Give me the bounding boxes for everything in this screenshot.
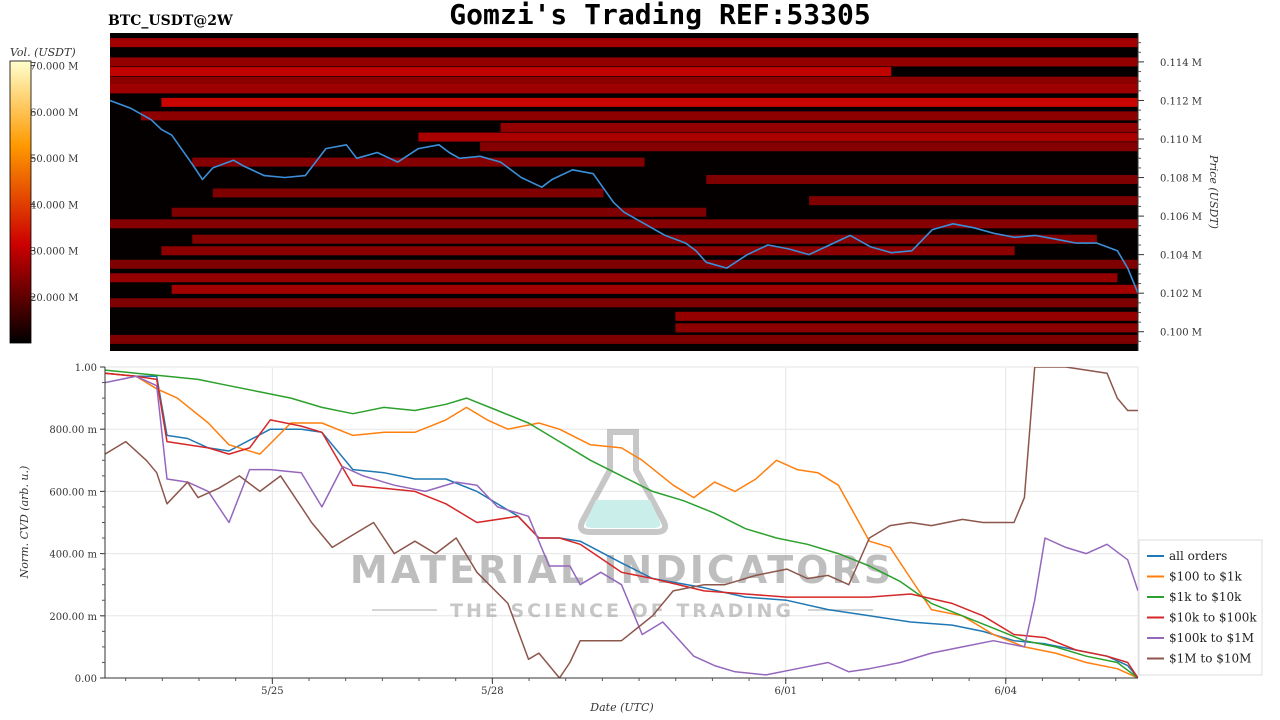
heatmap-band — [192, 157, 645, 167]
price-line-group — [110, 99, 1138, 294]
colorbar-tick-label: 30.000 M — [30, 247, 78, 258]
cvd-series-line — [105, 372, 1138, 678]
heatmap-band — [140, 111, 1138, 121]
legend-label: all orders — [1169, 549, 1227, 563]
legend-label: $100k to $1M — [1169, 631, 1254, 645]
price-tick-label: 0.110 M — [1160, 135, 1202, 146]
heatmap-band — [110, 298, 1138, 308]
cvd-x-tick-label: 6/01 — [775, 686, 797, 697]
price-tick-label: 0.100 M — [1160, 328, 1202, 339]
heatmap-band — [500, 122, 1138, 132]
price-tick-label: 0.104 M — [1160, 251, 1202, 262]
cvd-series-line — [105, 375, 1138, 676]
heatmap-band — [110, 76, 1138, 86]
cvd-series-group — [105, 367, 1138, 678]
colorbar-tick-label: 20.000 M — [30, 293, 78, 304]
colorbar-label: Vol. (USDT) — [10, 46, 76, 59]
heatmap-band — [171, 284, 1138, 294]
heatmap-band — [480, 142, 1138, 152]
heatmap-band — [110, 38, 1138, 48]
colorbar-ticks: 70.000 M 60.000 M 50.000 M 40.000 M 30.000 M… — [30, 62, 78, 304]
cvd-y-tick-label: 600.00 m — [49, 487, 97, 498]
heatmap-band — [110, 67, 892, 77]
cvd-y-ticks: 1.00 800.00 m 600.00 m 400.00 m 200.00 m 0.00 — [49, 363, 105, 685]
legend: all orders $100 to $1k $1k to $10k $10k to … — [1147, 549, 1257, 666]
cvd-y-tick-label: 200.00 m — [49, 612, 97, 623]
cvd-y-axis-label: Norm. CVD (arb. u.) — [18, 466, 31, 580]
heatmap-band — [171, 207, 707, 217]
price-tick-label: 0.102 M — [1160, 289, 1202, 300]
cvd-x-tick-label: 6/04 — [995, 686, 1017, 697]
heatmap-band — [809, 196, 1138, 206]
heatmap-band — [192, 234, 1097, 244]
colorbar-tick-label: 60.000 M — [30, 108, 78, 119]
flask-icon — [578, 429, 668, 535]
cvd-series-line — [105, 367, 1138, 678]
legend-label: $10k to $100k — [1169, 611, 1257, 625]
heatmap-band — [675, 311, 1138, 321]
price-tick-label: 0.108 M — [1160, 174, 1202, 185]
heatmap-band — [110, 84, 1138, 94]
legend-label: $100 to $1k — [1169, 570, 1242, 584]
heatmap-band — [675, 323, 1138, 333]
price-axis-label: Price (USDT) — [1207, 154, 1220, 229]
cvd-y-tick-label: 0.00 — [75, 674, 97, 685]
watermark-tagline: THE SCIENCE OF TRADING — [450, 600, 794, 622]
legend-box — [1138, 539, 1263, 676]
symbol-label: BTC_USDT@2W — [108, 13, 233, 29]
price-tick-label: 0.112 M — [1160, 96, 1202, 107]
cvd-x-ticks: 5/25 5/28 6/01 6/04 — [125, 678, 1117, 697]
price-tick-label: 0.106 M — [1160, 212, 1202, 223]
heatmap-band — [418, 132, 1138, 142]
cvd-y-tick-label: 800.00 m — [49, 425, 97, 436]
heatmap-band — [110, 334, 1138, 344]
cvd-series-line — [105, 369, 1138, 678]
price-line — [110, 99, 1138, 294]
chart-title: Gomzi's Trading REF:53305 — [449, 0, 870, 31]
cvd-y-tick-label: 1.00 — [75, 363, 97, 374]
colorbar-tick-label: 40.000 M — [30, 200, 78, 211]
heatmap-band — [110, 273, 1118, 283]
cvd-y-tick-label: 400.00 m — [49, 550, 97, 561]
heatmap-band — [110, 259, 1138, 269]
heatmap-bands — [110, 38, 1138, 344]
colorbar — [9, 60, 32, 344]
cvd-x-tick-label: 5/28 — [481, 686, 503, 697]
price-tick-label: 0.114 M — [1160, 58, 1202, 69]
cvd-x-axis-label: Date (UTC) — [589, 701, 653, 714]
heatmap-band — [110, 219, 1138, 229]
cvd-series-line — [105, 372, 1138, 678]
heatmap-band — [110, 57, 1138, 67]
colorbar-tick-label: 70.000 M — [30, 62, 78, 73]
legend-label: $1M to $10M — [1169, 652, 1251, 666]
colorbar-tick-label: 50.000 M — [30, 154, 78, 165]
heatmap-band — [706, 174, 1138, 184]
heatmap-band — [161, 246, 1015, 256]
heatmap-band — [161, 97, 1138, 107]
price-axis-ticks: 0.114 M 0.112 M 0.110 M 0.108 M 0.106 M 0.104… — [1138, 42, 1202, 342]
heatmap-band — [212, 188, 604, 198]
legend-label: $1k to $10k — [1169, 590, 1242, 604]
cvd-x-tick-label: 5/25 — [261, 686, 283, 697]
